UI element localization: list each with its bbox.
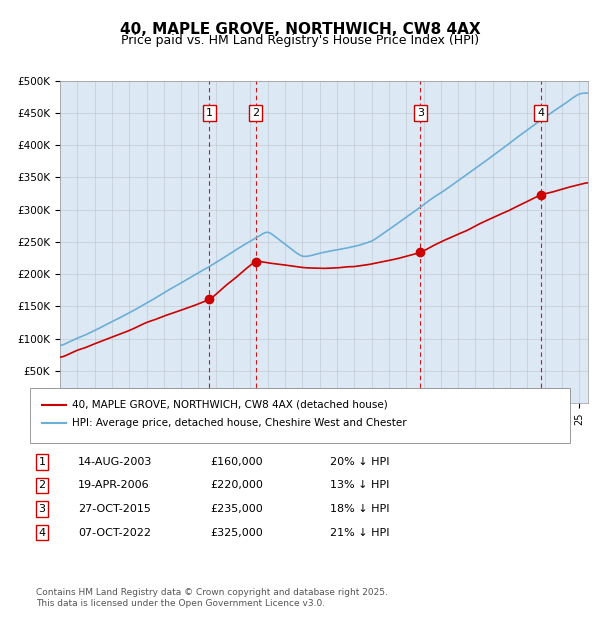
Text: 21% ↓ HPI: 21% ↓ HPI	[330, 528, 389, 538]
Text: 18% ↓ HPI: 18% ↓ HPI	[330, 504, 389, 514]
Text: £235,000: £235,000	[210, 504, 263, 514]
Text: 1: 1	[206, 108, 213, 118]
Text: 07-OCT-2022: 07-OCT-2022	[78, 528, 151, 538]
Text: 4: 4	[537, 108, 544, 118]
Text: 2: 2	[252, 108, 259, 118]
Text: 13% ↓ HPI: 13% ↓ HPI	[330, 480, 389, 490]
Text: 40, MAPLE GROVE, NORTHWICH, CW8 4AX: 40, MAPLE GROVE, NORTHWICH, CW8 4AX	[119, 22, 481, 37]
Text: 3: 3	[417, 108, 424, 118]
Text: 27-OCT-2015: 27-OCT-2015	[78, 504, 151, 514]
Text: £220,000: £220,000	[210, 480, 263, 490]
Text: £325,000: £325,000	[210, 528, 263, 538]
Text: £160,000: £160,000	[210, 457, 263, 467]
Text: 2: 2	[38, 480, 46, 490]
Text: 20% ↓ HPI: 20% ↓ HPI	[330, 457, 389, 467]
Text: 40, MAPLE GROVE, NORTHWICH, CW8 4AX (detached house): 40, MAPLE GROVE, NORTHWICH, CW8 4AX (det…	[72, 400, 388, 410]
Text: 1: 1	[38, 457, 46, 467]
Text: Price paid vs. HM Land Registry's House Price Index (HPI): Price paid vs. HM Land Registry's House …	[121, 34, 479, 47]
Text: Contains HM Land Registry data © Crown copyright and database right 2025.
This d: Contains HM Land Registry data © Crown c…	[36, 588, 388, 608]
Text: 14-AUG-2003: 14-AUG-2003	[78, 457, 152, 467]
Text: 3: 3	[38, 504, 46, 514]
Text: 19-APR-2006: 19-APR-2006	[78, 480, 149, 490]
Text: 4: 4	[38, 528, 46, 538]
Text: HPI: Average price, detached house, Cheshire West and Chester: HPI: Average price, detached house, Ches…	[72, 418, 407, 428]
